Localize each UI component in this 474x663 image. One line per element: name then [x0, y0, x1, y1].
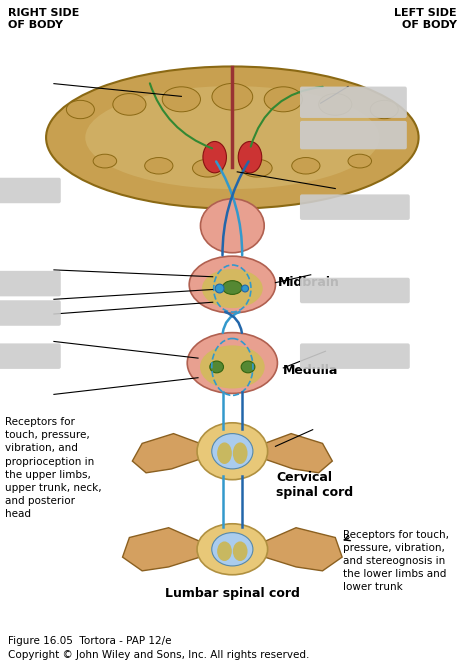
Text: RIGHT SIDE
OF BODY: RIGHT SIDE OF BODY	[8, 8, 79, 30]
Ellipse shape	[200, 345, 264, 389]
Ellipse shape	[212, 84, 253, 110]
Text: Lumbar spinal cord: Lumbar spinal cord	[165, 587, 300, 599]
FancyBboxPatch shape	[0, 178, 61, 204]
Ellipse shape	[242, 285, 248, 292]
Text: Cervical
spinal cord: Cervical spinal cord	[276, 471, 354, 499]
Ellipse shape	[217, 542, 232, 561]
Ellipse shape	[292, 158, 320, 174]
Polygon shape	[132, 434, 200, 473]
Ellipse shape	[348, 154, 372, 168]
FancyBboxPatch shape	[300, 87, 407, 118]
Ellipse shape	[66, 100, 94, 119]
Ellipse shape	[201, 199, 264, 253]
Polygon shape	[264, 528, 342, 571]
Ellipse shape	[210, 361, 224, 373]
Ellipse shape	[192, 159, 223, 177]
Ellipse shape	[319, 93, 352, 115]
FancyBboxPatch shape	[300, 278, 410, 303]
Ellipse shape	[212, 434, 253, 469]
FancyBboxPatch shape	[300, 121, 407, 149]
Text: Receptors for touch,
pressure, vibration,
and stereognosis in
the lower limbs an: Receptors for touch, pressure, vibration…	[343, 530, 449, 593]
Ellipse shape	[197, 524, 268, 575]
Ellipse shape	[93, 154, 117, 168]
Text: Midbrain: Midbrain	[277, 276, 339, 289]
Ellipse shape	[85, 86, 379, 189]
Ellipse shape	[215, 284, 224, 293]
FancyBboxPatch shape	[0, 271, 61, 296]
Ellipse shape	[217, 442, 232, 464]
FancyBboxPatch shape	[300, 343, 410, 369]
Polygon shape	[264, 434, 332, 473]
Ellipse shape	[264, 87, 302, 112]
Ellipse shape	[238, 141, 262, 173]
Ellipse shape	[241, 361, 255, 373]
Text: Medulla: Medulla	[283, 365, 339, 377]
Ellipse shape	[233, 542, 247, 561]
Text: LEFT SIDE
OF BODY: LEFT SIDE OF BODY	[394, 8, 457, 30]
FancyBboxPatch shape	[0, 343, 61, 369]
Ellipse shape	[233, 442, 247, 464]
FancyBboxPatch shape	[300, 194, 410, 220]
FancyBboxPatch shape	[0, 300, 61, 326]
Text: Figure 16.05  Tortora - PAP 12/e
Copyright © John Wiley and Sons, Inc. All right: Figure 16.05 Tortora - PAP 12/e Copyrigh…	[8, 636, 309, 660]
Ellipse shape	[162, 87, 201, 112]
Ellipse shape	[189, 256, 275, 313]
Ellipse shape	[222, 280, 242, 294]
Ellipse shape	[242, 159, 272, 177]
Ellipse shape	[203, 141, 227, 173]
Ellipse shape	[113, 93, 146, 115]
Polygon shape	[123, 528, 200, 571]
Text: Receptors for
touch, pressure,
vibration, and
proprioception in
the upper limbs,: Receptors for touch, pressure, vibration…	[5, 417, 101, 519]
Ellipse shape	[187, 333, 277, 393]
Ellipse shape	[197, 423, 268, 479]
Ellipse shape	[46, 66, 419, 209]
Ellipse shape	[145, 158, 173, 174]
Ellipse shape	[202, 269, 263, 308]
Ellipse shape	[370, 100, 398, 119]
Ellipse shape	[212, 532, 253, 566]
